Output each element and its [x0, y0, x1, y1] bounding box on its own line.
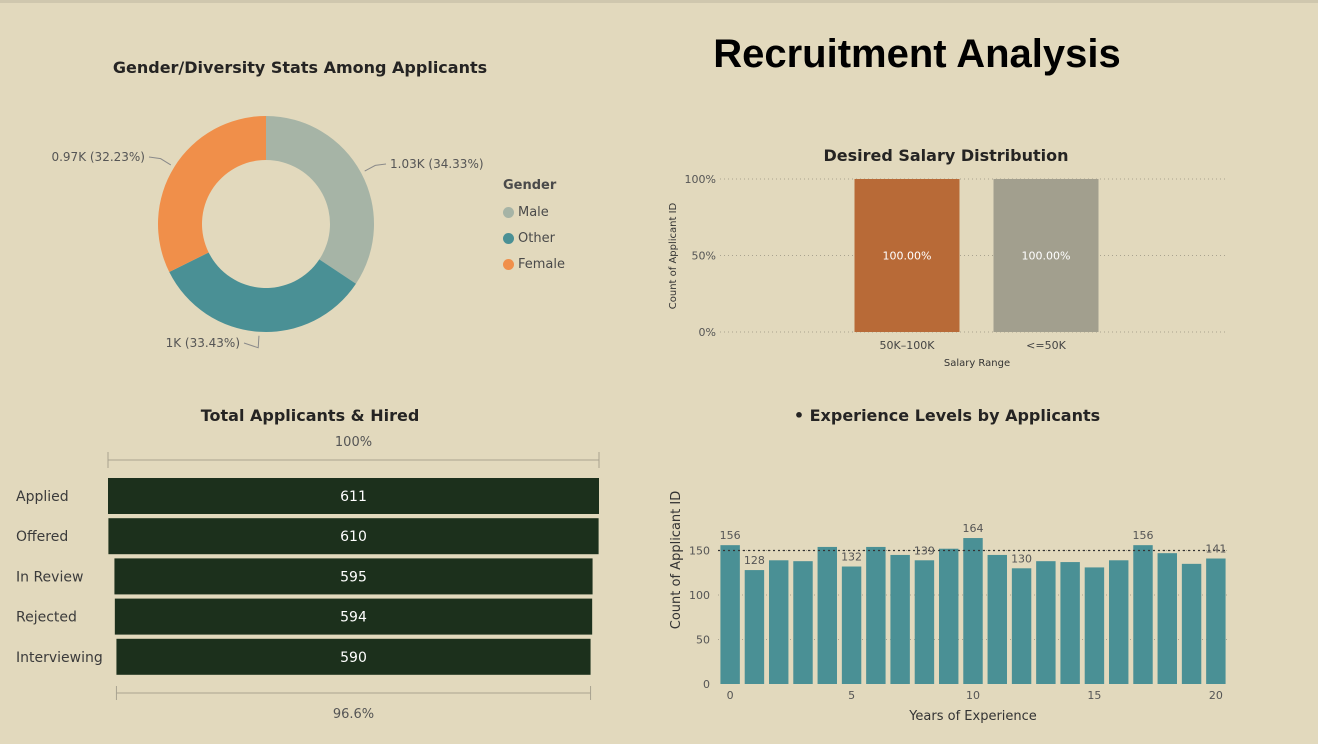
legend-dot-female	[503, 258, 514, 270]
exp-bar-data-label: 156	[720, 529, 741, 542]
experience-chart-title: • Experience Levels by Applicants	[793, 406, 1101, 425]
legend-item-female[interactable]: Female	[503, 251, 565, 277]
exp-bar[interactable]	[1133, 545, 1153, 684]
salary-chart-title: Desired Salary Distribution	[823, 146, 1069, 165]
exp-bar[interactable]	[744, 570, 765, 684]
funnel-bar-value: 595	[340, 569, 367, 585]
exp-bar[interactable]	[1157, 553, 1177, 684]
funnel-bar-value: 611	[340, 489, 367, 505]
exp-xtick-label: 5	[848, 689, 855, 702]
donut-leader-male	[364, 163, 387, 172]
exp-y-axis-title: Count of Applicant ID	[669, 491, 684, 629]
exp-bar[interactable]	[963, 538, 983, 684]
funnel-stage-label: Applied	[16, 489, 69, 505]
salary-xtick-label: <=50K	[1026, 339, 1066, 352]
exp-ytick-label: 0	[703, 678, 710, 691]
exp-bar[interactable]	[793, 561, 813, 684]
legend-item-other[interactable]: Other	[503, 225, 565, 251]
exp-xtick-label: 20	[1209, 689, 1223, 702]
exp-bar-data-label: 128	[744, 554, 765, 567]
exp-bar[interactable]	[866, 546, 886, 684]
salary-x-axis-title: Salary Range	[944, 358, 1010, 369]
applicants-funnel-chart[interactable]: 100% Applied 611 Offered 610 In Review 595 Reje…	[0, 428, 620, 728]
salary-bar-chart[interactable]: 0% 50% 100% 100.00% 50K–100K 100.00% <=50K Sala…	[660, 168, 1240, 378]
funnel-bar[interactable]	[108, 518, 599, 555]
funnel-stage-label: Offered	[16, 529, 68, 545]
funnel-stage-label: Rejected	[16, 610, 77, 626]
exp-xtick-label: 0	[727, 689, 734, 702]
exp-bar-data-label: 130	[1011, 552, 1032, 565]
exp-bar-data-label: 139	[914, 544, 935, 557]
funnel-bar-value: 590	[340, 650, 367, 666]
exp-xtick-label: 15	[1087, 689, 1101, 702]
legend-dot-male	[503, 206, 514, 218]
exp-bar-data-label: 164	[963, 522, 984, 535]
gender-legend: Gender Male Other Female	[503, 178, 565, 277]
salary-ytick-label: 50%	[692, 250, 716, 263]
exp-bar[interactable]	[1011, 568, 1032, 684]
salary-ytick-label: 0%	[699, 326, 716, 339]
salary-xtick-label: 50K–100K	[880, 339, 936, 352]
exp-bar[interactable]	[1109, 560, 1129, 684]
funnel-bar-value: 594	[340, 610, 367, 626]
page-title: Recruitment Analysis	[713, 32, 1121, 76]
legend-label-other: Other	[518, 230, 555, 246]
funnel-stage-label: In Review	[16, 569, 83, 585]
legend-title: Gender	[503, 178, 557, 193]
exp-bar[interactable]	[914, 560, 935, 684]
donut-label-female: 0.97K (32.23%)	[51, 150, 145, 164]
exp-xtick-label: 10	[966, 689, 980, 702]
exp-bar-data-label: 132	[841, 551, 862, 564]
salary-bar[interactable]	[993, 179, 1099, 332]
exp-bar[interactable]	[1181, 563, 1202, 684]
salary-bar-data-label: 100.00%	[883, 250, 932, 263]
legend-dot-other	[503, 232, 514, 244]
gender-chart-title: Gender/Diversity Stats Among Applicants	[112, 58, 488, 77]
gender-donut-chart[interactable]: 1.03K (34.33%) 1K (33.43%) 0.97K (32.23%)	[0, 90, 600, 380]
exp-bar[interactable]	[890, 554, 910, 684]
funnel-bar[interactable]	[108, 478, 599, 514]
donut-label-other: 1K (33.43%)	[166, 336, 240, 350]
exp-bar[interactable]	[769, 560, 789, 684]
funnel-bar[interactable]	[114, 558, 593, 595]
salary-bar[interactable]	[854, 179, 960, 332]
exp-bar[interactable]	[1060, 562, 1080, 684]
exp-bar[interactable]	[1036, 561, 1056, 684]
exp-bar[interactable]	[939, 548, 959, 684]
funnel-bar[interactable]	[116, 638, 591, 675]
donut-leader-female	[148, 156, 172, 166]
exp-bar[interactable]	[817, 546, 837, 684]
legend-label-male: Male	[518, 204, 549, 220]
salary-ytick-label: 100%	[685, 173, 716, 186]
donut-leader-other	[243, 335, 260, 349]
funnel-bottom-label: 96.6%	[333, 707, 374, 722]
donut-slice-male[interactable]	[266, 116, 375, 284]
funnel-bar-value: 610	[340, 529, 367, 545]
exp-bar-data-label: 141	[1205, 543, 1226, 556]
exp-ytick-label: 50	[696, 634, 710, 647]
legend-item-male[interactable]: Male	[503, 199, 565, 225]
exp-bar[interactable]	[1206, 558, 1226, 684]
funnel-chart-title: Total Applicants & Hired	[200, 406, 420, 425]
exp-ytick-label: 150	[689, 545, 710, 558]
exp-bar[interactable]	[841, 566, 862, 684]
funnel-stage-label: Interviewing	[16, 650, 103, 666]
exp-bar[interactable]	[720, 545, 740, 684]
exp-bar-data-label: 156	[1133, 529, 1154, 542]
exp-ytick-label: 100	[689, 589, 710, 602]
donut-slice-female[interactable]	[158, 116, 266, 273]
funnel-top-label: 100%	[335, 435, 372, 450]
exp-bar[interactable]	[1084, 567, 1105, 684]
salary-y-axis-title: Count of Applicant ID	[668, 202, 679, 309]
top-border	[0, 0, 1318, 3]
legend-label-female: Female	[518, 256, 566, 272]
funnel-bar[interactable]	[114, 598, 593, 635]
donut-label-male: 1.03K (34.33%)	[390, 157, 484, 171]
exp-x-axis-title: Years of Experience	[908, 709, 1037, 724]
donut-slice-other[interactable]	[169, 252, 356, 332]
exp-bar[interactable]	[987, 554, 1007, 684]
salary-bar-data-label: 100.00%	[1022, 250, 1071, 263]
